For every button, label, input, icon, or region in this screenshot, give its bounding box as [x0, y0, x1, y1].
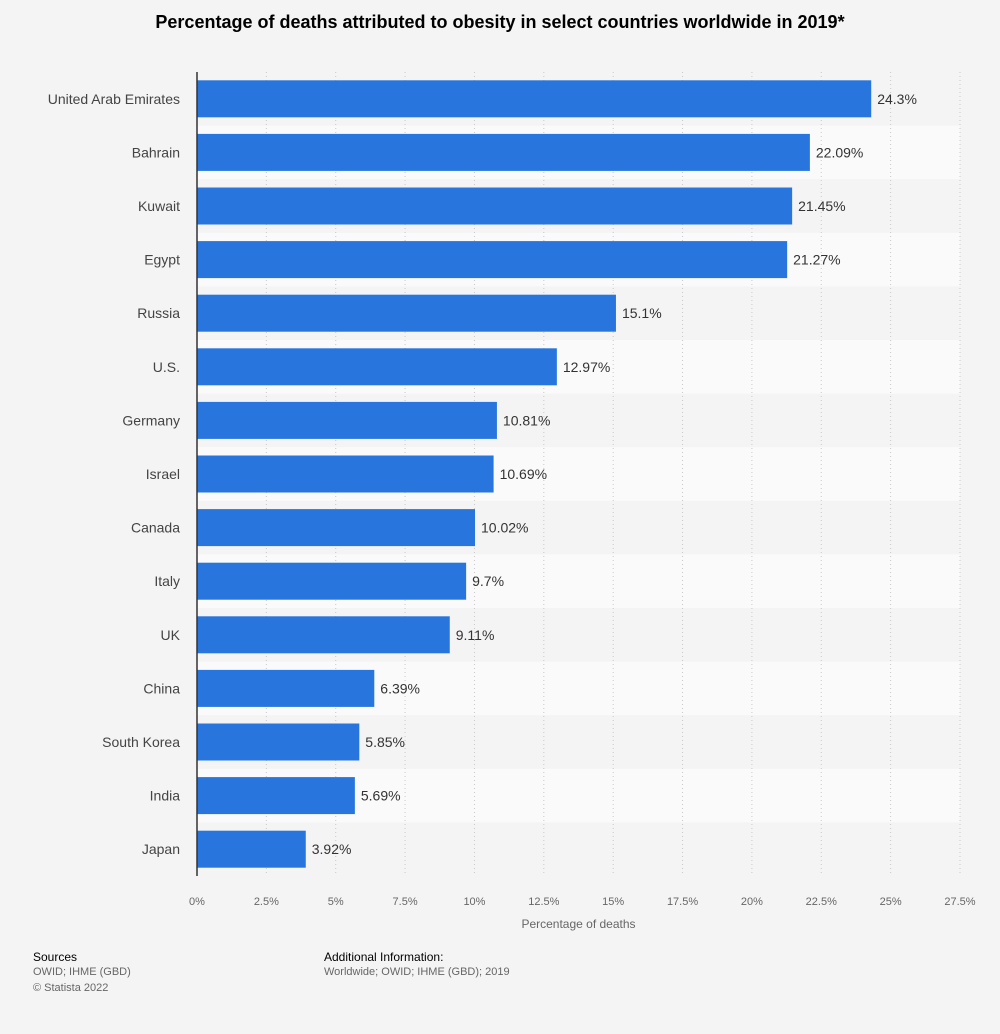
bar [197, 401, 497, 439]
category-label: Italy [154, 573, 180, 589]
bar [197, 241, 788, 279]
x-tick-label: 22.5% [806, 896, 837, 908]
category-label: UK [161, 627, 181, 643]
value-label: 12.97% [563, 359, 610, 375]
value-label: 5.85% [365, 734, 405, 750]
category-label: Kuwait [138, 198, 180, 214]
x-tick-label: 0% [189, 896, 205, 908]
bar [197, 616, 450, 654]
x-tick-label: 10% [463, 896, 485, 908]
value-label: 10.81% [503, 412, 550, 428]
x-tick-label: 7.5% [393, 896, 418, 908]
category-label: Egypt [144, 252, 180, 268]
additional-info-block: Additional Information: Worldwide; OWID;… [324, 950, 510, 980]
x-tick-label: 25% [880, 896, 902, 908]
category-label: Bahrain [132, 144, 180, 160]
category-label: United Arab Emirates [48, 91, 180, 107]
category-label: Israel [146, 466, 180, 482]
x-tick-label: 12.5% [528, 896, 559, 908]
category-label: Germany [122, 412, 180, 428]
bar [197, 830, 306, 868]
value-label: 9.11% [456, 627, 495, 643]
value-label: 9.7% [472, 573, 504, 589]
bar [197, 509, 476, 547]
bar [197, 348, 557, 386]
bar [197, 80, 872, 118]
value-label: 6.39% [380, 680, 420, 696]
copyright-line: © Statista 2022 [33, 982, 109, 994]
x-tick-label: 20% [741, 896, 763, 908]
value-label: 10.02% [481, 520, 528, 536]
bar [197, 777, 355, 815]
x-tick-label: 15% [602, 896, 624, 908]
value-label: 22.09% [816, 144, 863, 160]
category-label: India [150, 788, 181, 804]
category-label: South Korea [102, 734, 180, 750]
value-label: 21.27% [793, 252, 840, 268]
value-label: 21.45% [798, 198, 845, 214]
x-axis-title: Percentage of deaths [521, 917, 635, 931]
category-label: U.S. [153, 359, 180, 375]
bar [197, 723, 360, 761]
value-label: 5.69% [361, 788, 401, 804]
category-label: Russia [137, 305, 180, 321]
category-label: Japan [142, 841, 180, 857]
bar [197, 133, 810, 171]
x-tick-label: 27.5% [944, 896, 975, 908]
bar [197, 455, 494, 493]
bar [197, 294, 616, 332]
bar-chart: United Arab Emirates 24.3% Bahrain 22.09% Ku… [48, 72, 976, 931]
sources-line: OWID; IHME (GBD) [33, 966, 131, 978]
bar [197, 562, 467, 600]
category-label: Canada [131, 520, 180, 536]
x-tick-label: 2.5% [254, 896, 279, 908]
x-tick-label: 17.5% [667, 896, 698, 908]
value-label: 15.1% [622, 305, 662, 321]
bar [197, 669, 375, 707]
sources-block: Sources OWID; IHME (GBD) © Statista 2022 [33, 950, 131, 996]
value-label: 24.3% [877, 91, 917, 107]
category-label: China [143, 680, 180, 696]
bar [197, 187, 793, 225]
x-tick-label: 5% [328, 896, 344, 908]
value-label: 10.69% [500, 466, 547, 482]
value-label: 3.92% [312, 841, 352, 857]
chart-title: Percentage of deaths attributed to obesi… [155, 12, 845, 32]
additional-info-title: Additional Information: [324, 950, 444, 964]
additional-info-line: Worldwide; OWID; IHME (GBD); 2019 [324, 966, 510, 978]
sources-title: Sources [33, 950, 78, 964]
